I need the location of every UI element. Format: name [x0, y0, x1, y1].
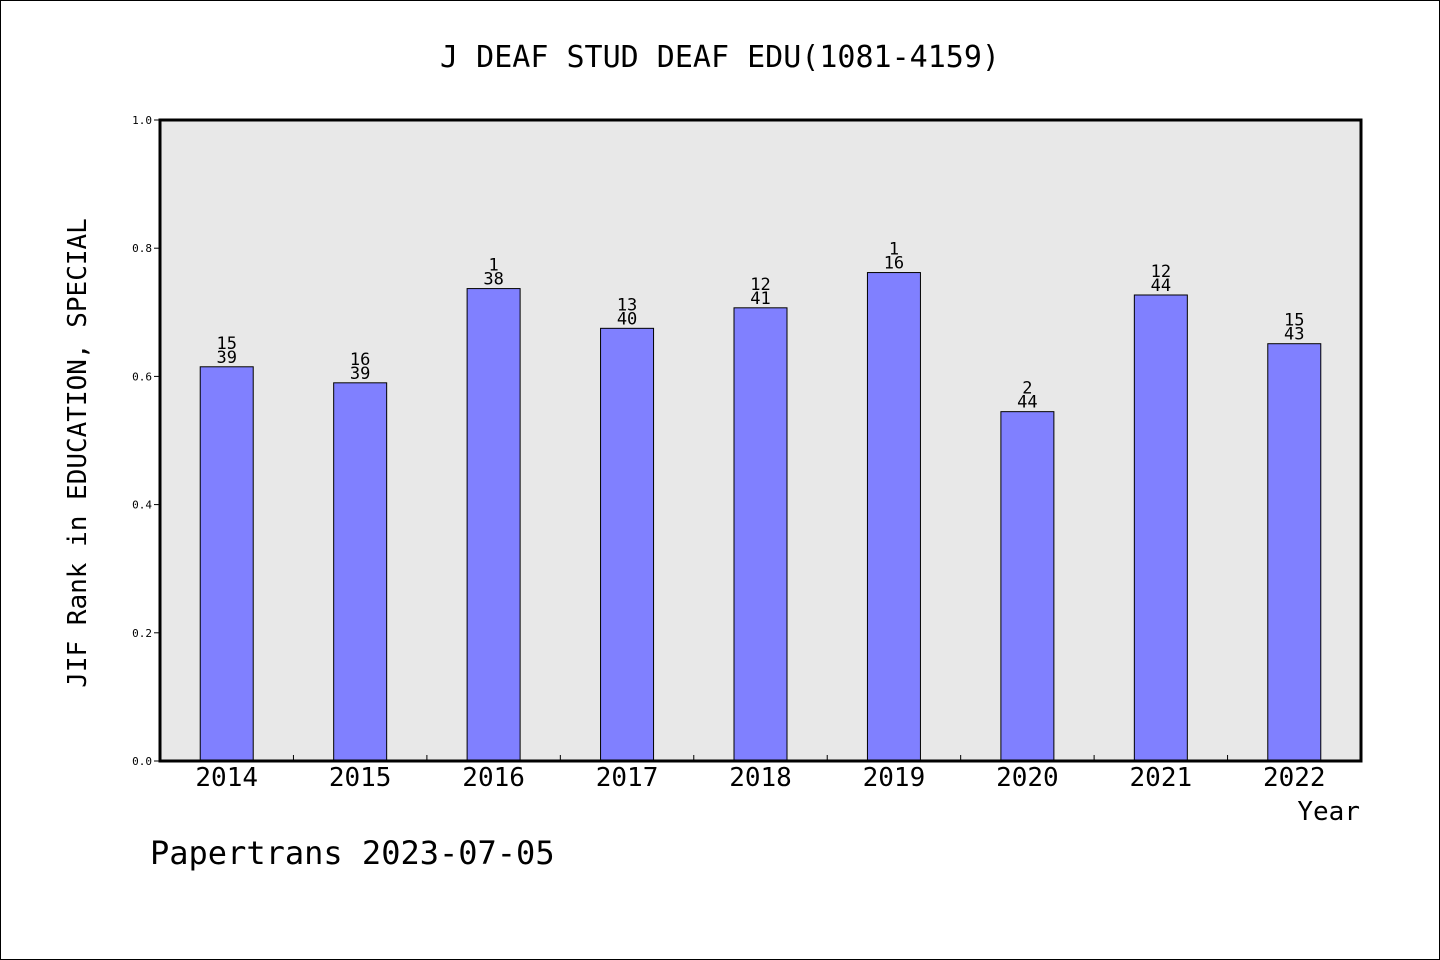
- y-tick-label: 0.6: [132, 370, 152, 383]
- bar-label-total: 39: [350, 364, 370, 384]
- x-tick-label: 2017: [596, 763, 659, 793]
- y-tick-label: 0.4: [132, 499, 152, 512]
- bar-2021: [1133, 294, 1188, 762]
- bar-label-total: 43: [1284, 325, 1304, 345]
- bar-2014: [199, 366, 254, 762]
- bar-label-rank: 12: [1151, 262, 1171, 282]
- bar-label-total: 40: [617, 309, 637, 329]
- x-tick-label: 2018: [729, 763, 792, 793]
- bar-2015: [333, 382, 388, 762]
- bar-label-total: 44: [1017, 393, 1037, 413]
- y-tick-label: 0.8: [132, 242, 152, 255]
- x-tick-label: 2016: [462, 763, 525, 793]
- x-axis-label: Year: [1297, 797, 1360, 827]
- bar-2019: [866, 272, 921, 762]
- bar-label-rank: 16: [350, 350, 370, 370]
- bar-label-total: 38: [483, 270, 503, 290]
- bar-label-rank: 15: [216, 334, 236, 354]
- bars: [199, 272, 1322, 762]
- y-tick-label: 0.0: [132, 755, 152, 768]
- bar-label-total: 16: [884, 254, 904, 274]
- bar-label-rank: 1: [889, 240, 899, 260]
- bar-2020: [1000, 411, 1055, 762]
- x-tick-label: 2015: [329, 763, 392, 793]
- bar-label-rank: 15: [1284, 311, 1304, 331]
- x-tick-label: 2022: [1263, 763, 1326, 793]
- bar-2018: [733, 307, 788, 762]
- y-tick-label: 1.0: [132, 114, 152, 127]
- footer-credit: Papertrans 2023-07-05: [150, 834, 555, 872]
- x-tick-label: 2014: [195, 763, 258, 793]
- plot-border: [158, 118, 1363, 763]
- bar-label-rank: 1: [488, 256, 498, 276]
- y-axis-label: JIF Rank in EDUCATION, SPECIAL: [63, 218, 93, 688]
- y-tick-label: 0.2: [132, 627, 152, 640]
- bar-2017: [600, 327, 655, 762]
- x-tick-label: 2019: [863, 763, 926, 793]
- chart-title: J DEAF STUD DEAF EDU(1081-4159): [440, 40, 1000, 75]
- bar-label-total: 44: [1151, 276, 1171, 296]
- bar-2022: [1267, 343, 1322, 762]
- bar-label-total: 39: [216, 348, 236, 368]
- bar-label-rank: 13: [617, 295, 637, 315]
- x-tick-label: 2020: [996, 763, 1059, 793]
- bar-2016: [466, 288, 521, 762]
- bar-label-rank: 12: [750, 275, 770, 295]
- bar-label-rank: 2: [1022, 379, 1032, 399]
- x-axis-ticks: 2014 2015 2016 2017 2018 2019 2020 2021 2022: [195, 755, 1326, 793]
- y-axis-ticks: 0.0 0.2 0.4 0.6 0.8 1.0: [132, 114, 160, 768]
- x-tick-label: 2021: [1130, 763, 1193, 793]
- bar-label-total: 41: [750, 289, 770, 309]
